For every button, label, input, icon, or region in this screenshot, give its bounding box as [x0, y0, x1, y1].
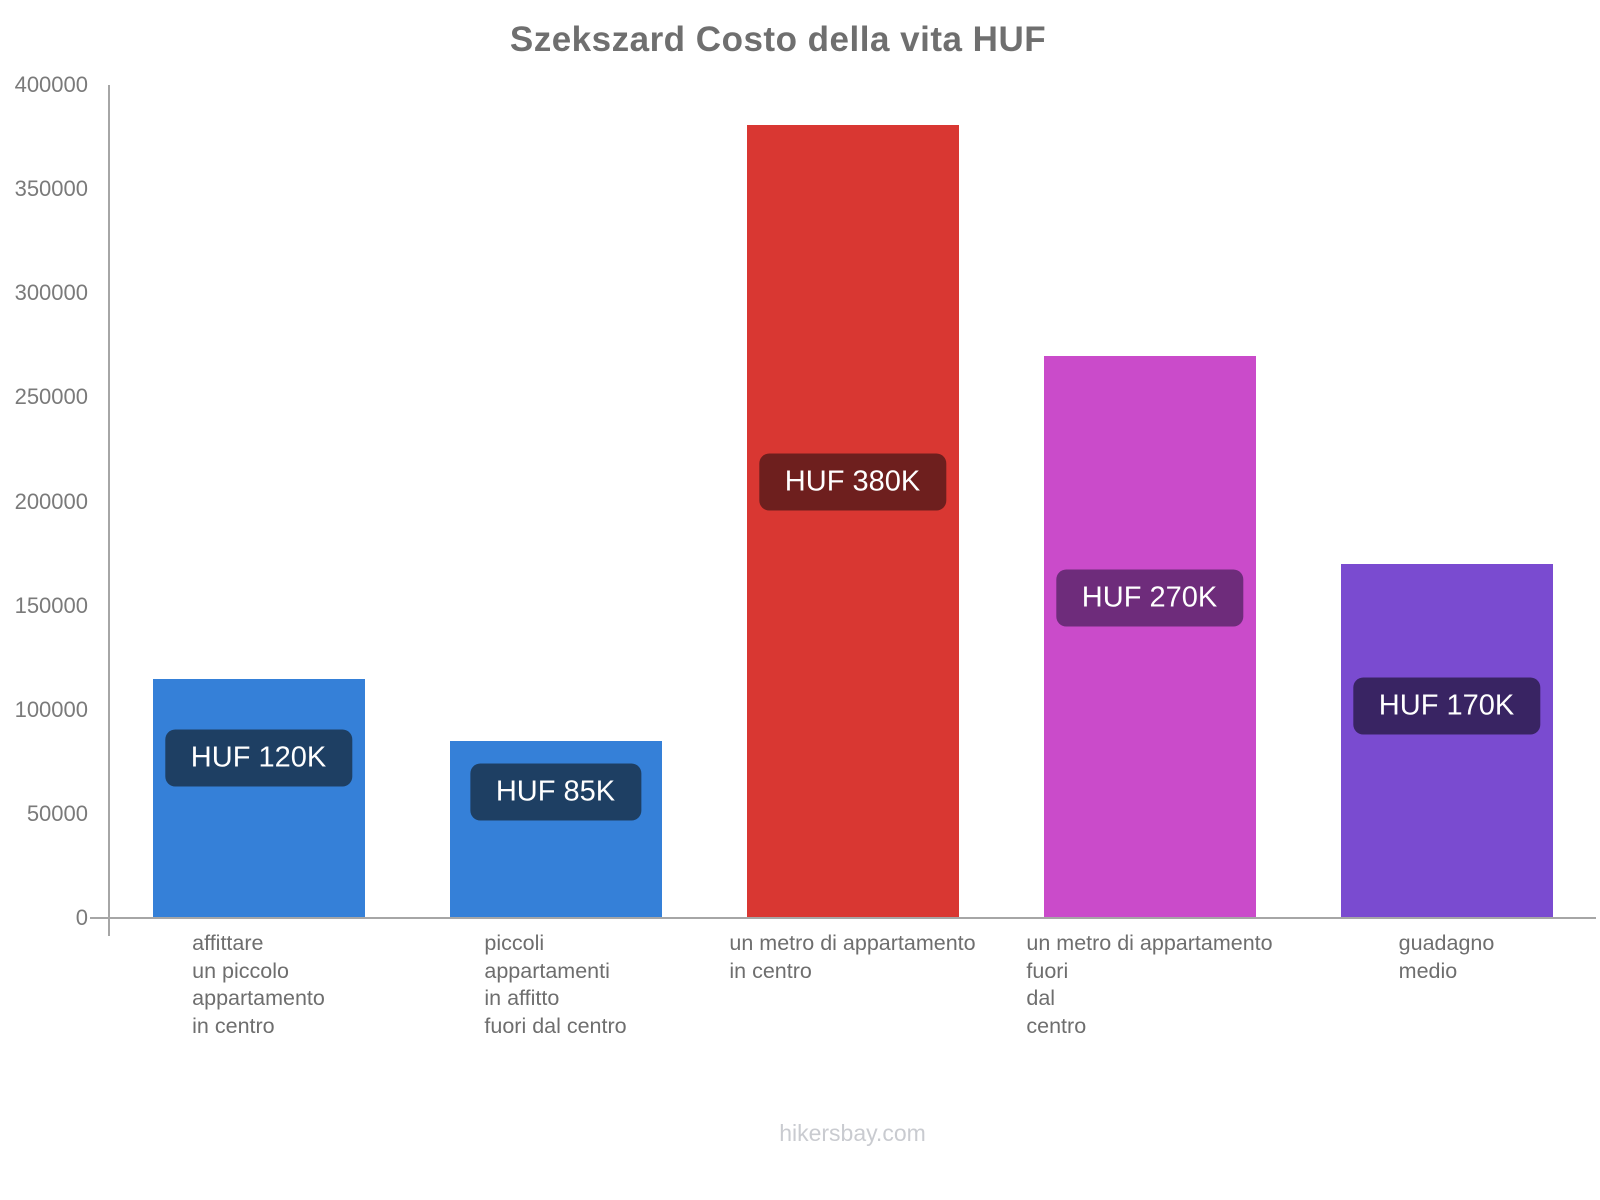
y-tick-label: 200000 — [14, 488, 88, 514]
x-axis-line — [90, 917, 1596, 919]
x-category-label-line: piccoli — [484, 931, 545, 955]
x-category-label-line: dal — [1026, 986, 1056, 1010]
y-tick-label: 150000 — [14, 592, 88, 618]
y-tick-label: 50000 — [26, 800, 88, 826]
bar-value-label-sqm-apartment-outside: HUF 270K — [1055, 569, 1244, 626]
x-category-label-line: un piccolo — [192, 958, 289, 983]
x-category-label-text: guadagno medio — [1399, 930, 1495, 985]
bar-average-salary — [1340, 563, 1553, 918]
x-category-label-sqm-apartment-center: un metro di appartamento in centro — [704, 930, 1001, 985]
x-category-label-line: centro — [1026, 1013, 1087, 1038]
x-category-label-line: in centro — [729, 958, 812, 983]
x-category-label-line: appartamenti — [484, 958, 610, 983]
x-category-label-line: medio — [1398, 958, 1458, 983]
x-category-label-text: affittare un piccolo appartamento in centro — [192, 930, 325, 1040]
bar-value-label-average-salary: HUF 170K — [1352, 677, 1541, 735]
bar-rent-small-apartment-center — [152, 678, 365, 918]
y-tick-label: 0 — [75, 905, 88, 930]
watermark: hikersbay.com — [779, 1120, 926, 1146]
bar-value-label-sqm-apartment-center: HUF 380K — [758, 453, 947, 511]
x-category-label-line: guadagno — [1398, 931, 1495, 955]
x-category-label-text: piccoli appartamenti in affitto fuori dal c… — [484, 930, 626, 1040]
x-category-label-sqm-apartment-outside: un metro di appartamento fuori dal centro — [1001, 930, 1298, 1040]
bar-sqm-apartment-outside — [1043, 355, 1256, 918]
x-category-label-line: fuori — [1026, 958, 1069, 983]
y-tick-label: 350000 — [14, 176, 88, 202]
y-tick-label: 400000 — [14, 72, 88, 97]
y-tick-label: 100000 — [14, 696, 88, 722]
y-axis-line — [108, 85, 110, 936]
bar-value-label-rent-small-apartment-outside: HUF 85K — [469, 763, 642, 821]
x-category-label-line: affittare — [192, 931, 264, 955]
x-category-label-text: un metro di appartamento in centro — [729, 930, 975, 985]
x-category-label-line: in affitto — [484, 986, 560, 1010]
bar-sqm-apartment-center — [746, 124, 959, 918]
y-tick-label: 300000 — [14, 280, 88, 306]
x-category-label-rent-small-apartment-outside: piccoli appartamenti in affitto fuori dal c… — [407, 930, 704, 1040]
x-category-label-line: un metro di appartamento — [729, 931, 976, 955]
y-tick-label: 250000 — [14, 384, 88, 410]
bar-value-label-rent-small-apartment-center: HUF 120K — [164, 729, 353, 787]
x-category-label-line: appartamento — [192, 986, 325, 1010]
x-category-label-line: in centro — [192, 1013, 275, 1038]
chart-title: Szekszard Costo della vita HUF — [509, 20, 1047, 59]
x-category-label-line: fuori dal centro — [484, 1013, 627, 1038]
x-category-label-line: un metro di appartamento — [1026, 931, 1273, 955]
x-category-label-rent-small-apartment-center: affittare un piccolo appartamento in centro — [110, 930, 407, 1040]
x-category-label-average-salary: guadagno medio — [1298, 930, 1595, 985]
x-category-label-text: un metro di appartamento fuori dal centro — [1026, 930, 1272, 1040]
